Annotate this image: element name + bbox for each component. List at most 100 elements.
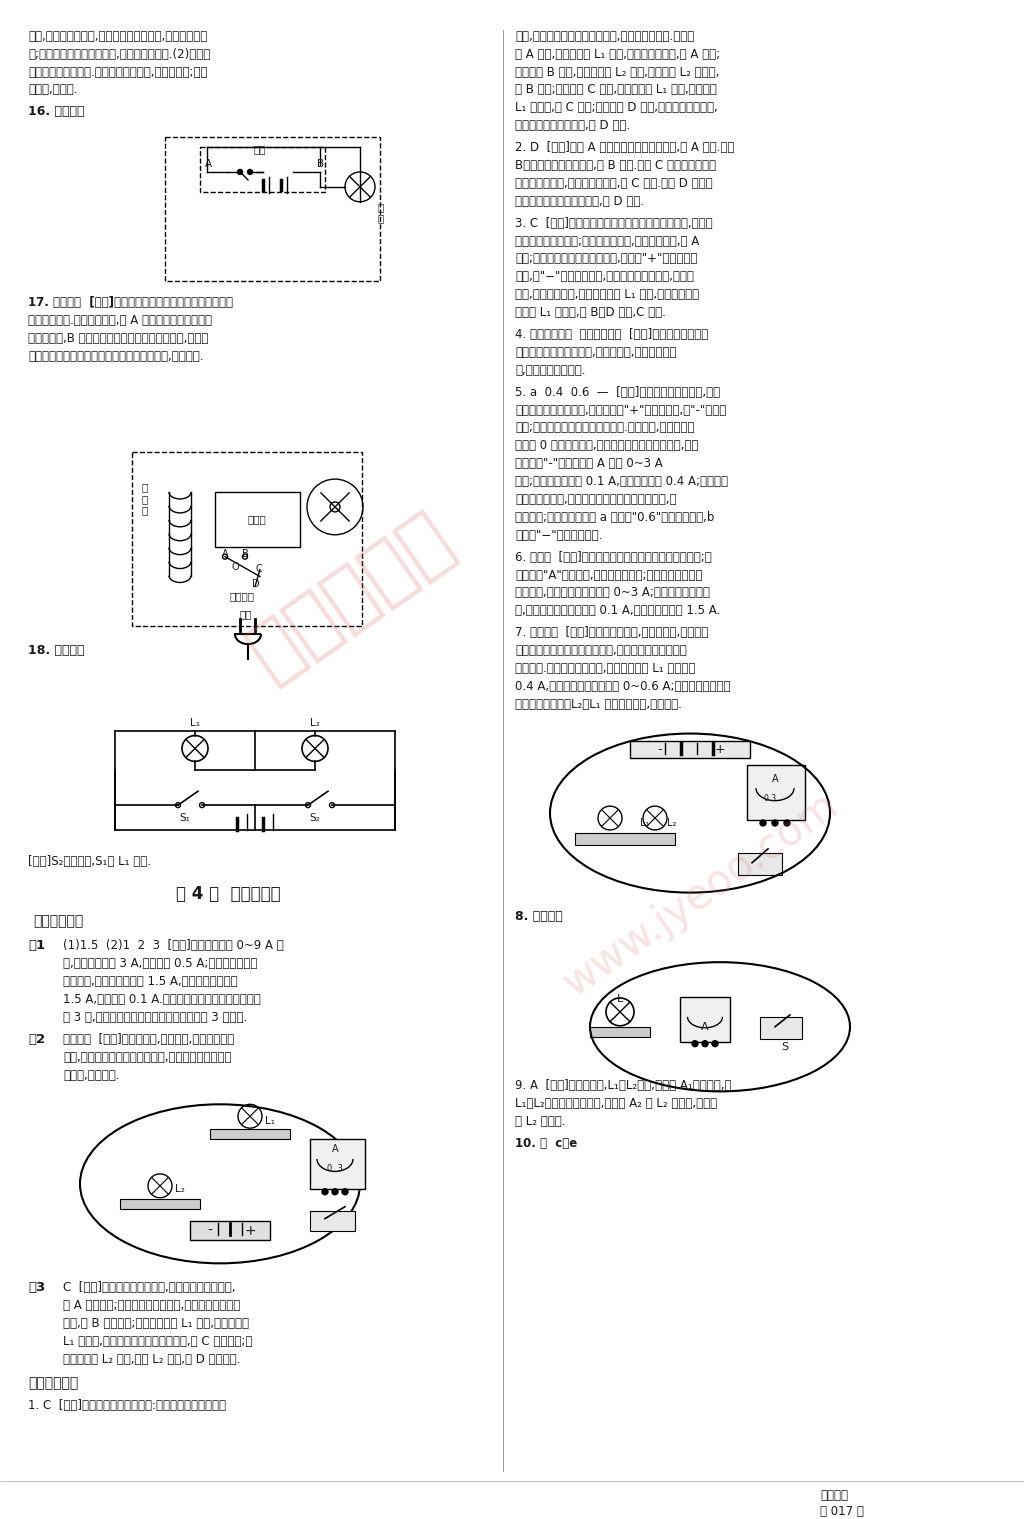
Text: C  [解析]电流表串联在干路中,测量电路中的总电流,: C [解析]电流表串联在干路中,测量电路中的总电流, (63, 1281, 236, 1294)
Text: L₂: L₂ (667, 819, 677, 828)
Text: L₂: L₂ (175, 1183, 185, 1194)
Text: +: + (244, 1223, 256, 1238)
Text: 10. 甲  c、e: 10. 甲 c、e (515, 1138, 578, 1150)
Text: A: A (332, 1144, 338, 1154)
Text: C: C (255, 564, 262, 574)
Text: 0.4 A,所以电流表的量程选择 0~0.6 A;从电源正极依次串: 0.4 A,所以电流表的量程选择 0~0.6 A;从电源正极依次串 (515, 681, 730, 693)
Text: O: O (232, 562, 240, 571)
Text: 过 L₂ 的电流.: 过 L₂ 的电流. (515, 1115, 565, 1129)
Text: 没电了,换电池.: 没电了,换电池. (28, 84, 78, 97)
Bar (310, 1211, 355, 1230)
Text: 【分级突破】: 【分级突破】 (28, 1376, 78, 1391)
Circle shape (772, 820, 778, 826)
Text: L₁: L₁ (190, 717, 200, 728)
Text: 16. 如图所示: 16. 如图所示 (28, 105, 85, 118)
Text: A: A (222, 548, 228, 559)
Text: 电路,电流表测通过两灯的总电流,说明开关和电流表位: 电路,电流表测通过两灯的总电流,说明开关和电流表位 (63, 1051, 231, 1063)
Text: 的 3 倍,所以大量程与小量程对应的数值也是 3 倍关系.: 的 3 倍,所以大量程与小量程对应的数值也是 3 倍关系. (63, 1010, 247, 1024)
Bar (215, 492, 300, 547)
Text: 0  3: 0 3 (327, 1165, 343, 1173)
Bar (120, 1198, 200, 1209)
Text: 值,电流表使用的分度值为 0.1 A,电流表的示数为 1.5 A.: 值,电流表使用的分度值为 0.1 A,电流表的示数为 1.5 A. (515, 605, 720, 617)
Text: 于干路,如图所示.: 于干路,如图所示. (63, 1068, 120, 1082)
Circle shape (702, 1041, 708, 1047)
Text: 18. 如图所示: 18. 如图所示 (28, 644, 85, 658)
Text: www.jyeoo.com: www.jyeoo.com (555, 784, 845, 1006)
Text: 3. C  [解析]两灯泡首尾顺次连接的电路为串联电路,并列连: 3. C [解析]两灯泡首尾顺次连接的电路为串联电路,并列连 (515, 217, 713, 229)
Text: 电
热
丝: 电 热 丝 (142, 482, 148, 515)
Circle shape (784, 820, 790, 826)
Text: 使电流表与用电器串联,电流必须从"+"接线柱流入,从"-"接线柱: 使电流表与用电器串联,电流必须从"+"接线柱流入,从"-"接线柱 (515, 404, 726, 416)
Text: 测流过两灯的电流之和,故 D 错误.: 测流过两灯的电流之和,故 D 错误. (515, 120, 630, 132)
Text: S₁: S₁ (179, 813, 190, 823)
Bar (575, 832, 675, 845)
Bar (738, 852, 782, 875)
Text: 体情况选择具体方案.电路中的导线断了,换导线即可;电池: 体情况选择具体方案.电路中的导线断了,换导线即可;电池 (28, 65, 208, 79)
Text: 精英家教网: 精英家教网 (234, 500, 465, 693)
Text: 确并且符合题意,需要交换接入电流表的接线柱正,据: 确并且符合题意,需要交换接入电流表的接线柱正,据 (515, 494, 677, 506)
Text: 房
间: 房 间 (377, 202, 383, 223)
Text: 程,一个大格代表 3 A,分度值是 0.5 A;两个量程测量同: 程,一个大格代表 3 A,分度值是 0.5 A;两个量程测量同 (63, 957, 257, 971)
Text: 第 4 节  电流的测量: 第 4 节 电流的测量 (176, 884, 281, 902)
Text: -: - (657, 743, 663, 756)
Bar (680, 996, 730, 1042)
Text: 选择开关: 选择开关 (230, 591, 255, 602)
Text: A: A (772, 775, 778, 784)
Bar (590, 1027, 650, 1036)
Text: 量程;对应的分度值是 0.1 A,此时的示数是 0.4 A;为测量正: 量程;对应的分度值是 0.1 A,此时的示数是 0.4 A;为测量正 (515, 475, 728, 488)
Text: 插头: 插头 (240, 609, 253, 620)
Text: L₂: L₂ (310, 717, 319, 728)
Circle shape (760, 820, 766, 826)
Text: 表,这是绝对不允许的.: 表,这是绝对不允许的. (515, 363, 586, 377)
Circle shape (712, 1041, 718, 1047)
Text: 接线柱相连,B 接线柱与电动机的一个接线柱相连,并将电: 接线柱相连,B 接线柱与电动机的一个接线柱相连,并将电 (28, 333, 208, 345)
Text: 由电路图 B 可知,电流表与灯 L₂ 串联,测通过灯 L₂ 的电流,: 由电路图 B 可知,电流表与灯 L₂ 串联,测通过灯 L₂ 的电流, (515, 65, 720, 79)
Text: 1. C  [解析]电流表的正确使用规则:电流表要与被测用电器: 1. C [解析]电流表的正确使用规则:电流表要与被测用电器 (28, 1399, 226, 1411)
Text: 故 A 选项错误;电流表串联在干路中,并且正、负接线柱: 故 A 选项错误;电流表串联在干路中,并且正、负接线柱 (63, 1299, 241, 1312)
Circle shape (342, 1189, 348, 1195)
Text: 接小量程;所以需要将导线 a 与标有"0.6"的接线柱相连,b: 接小量程;所以需要将导线 a 与标有"0.6"的接线柱相连,b (515, 510, 715, 524)
Text: 8. 如图所示: 8. 如图所示 (515, 910, 563, 924)
Text: 联各元件.因为两个灯泡串联,并且通过灯泡 L₁ 的电流约: 联各元件.因为两个灯泡串联,并且通过灯泡 L₁ 的电流约 (515, 662, 695, 674)
Text: 例2: 例2 (28, 1033, 45, 1045)
Bar (746, 766, 805, 820)
Text: 九年级上: 九年级上 (820, 1489, 848, 1502)
Text: B: B (242, 548, 249, 559)
Text: 表的连接完全符合使用规则,故 D 正确.: 表的连接完全符合使用规则,故 D 正确. (515, 194, 644, 208)
Text: 例3: 例3 (28, 1281, 45, 1294)
Text: 是电流从"-"接线柱流入 A 进入 0~3 A: 是电流从"-"接线柱流入 A 进入 0~3 A (515, 457, 663, 471)
Text: A: A (205, 159, 212, 169)
Text: 电路电流的特点确定仪表的量程,然后从电源正极依次串: 电路电流的特点确定仪表的量程,然后从电源正极依次串 (515, 644, 687, 658)
Text: 表盘上的"A"标志可知,这是一个电流表;根据接线柱确定仪: 表盘上的"A"标志可知,这是一个电流表;根据接线柱确定仪 (515, 568, 702, 582)
Text: 接的电路为并联电路;两灯泡并列连接,故两灯泡并联,故 A: 接的电路为并联电路;两灯泡并列连接,故两灯泡并联,故 A (515, 234, 699, 248)
Text: 【典型考题】: 【典型考题】 (33, 914, 83, 928)
Bar (210, 1129, 290, 1139)
Text: -: - (208, 1223, 212, 1238)
Bar (760, 1016, 802, 1039)
Text: 7. 见解析图  [解析]根据电路图可知,两灯泡串联,根据串联: 7. 见解析图 [解析]根据电路图可知,两灯泡串联,根据串联 (515, 626, 709, 639)
Text: 0 3: 0 3 (764, 793, 776, 802)
Text: 偏向了 0 刻度线的左侧,原因是正、负接线柱接反了,也就: 偏向了 0 刻度线的左侧,原因是正、负接线柱接反了,也就 (515, 439, 698, 453)
Text: 17. 见解析图  [解析]根据电路图中各元件的位置和连接方式: 17. 见解析图 [解析]根据电路图中各元件的位置和连接方式 (28, 296, 233, 310)
Bar (190, 1221, 270, 1241)
Text: 表的量程,电流表选择的量程是 0~3 A;根据量程确定分度: 表的量程,电流表选择的量程是 0~3 A;根据量程确定分度 (515, 586, 710, 600)
Circle shape (238, 170, 243, 175)
Text: (1)1.5  (2)1  2  3  [解析]大量程使用的 0~9 A 量: (1)1.5 (2)1 2 3 [解析]大量程使用的 0~9 A 量 (63, 939, 284, 952)
Text: 干路,控制整个电路,电流表和灯泡 L₁ 串联,因此它测量的: 干路,控制整个电路,电流表和灯泡 L₁ 串联,因此它测量的 (515, 289, 699, 301)
Text: L₁: L₁ (265, 1116, 275, 1126)
Text: － 017 －: － 017 － (820, 1505, 864, 1517)
Text: A: A (701, 1022, 709, 1031)
Bar (310, 1139, 365, 1189)
Text: 房门: 房门 (254, 144, 266, 153)
Text: 电动机: 电动机 (248, 513, 266, 524)
Text: 流表与灯泡 L₂ 并联,灯泡 L₂ 短路,故 D 选项错误.: 流表与灯泡 L₂ 并联,灯泡 L₂ 短路,故 D 选项错误. (63, 1353, 241, 1366)
Text: 与标有"−"的接线柱相连.: 与标有"−"的接线柱相连. (515, 529, 602, 542)
Text: 1.5 A,分度值是 0.1 A.大量程的分度值是小量程分度值: 1.5 A,分度值是 0.1 A.大量程的分度值是小量程分度值 (63, 993, 261, 1006)
Text: 联开关、电流表、L₂、L₁ 回到电源负极,如图所示.: 联开关、电流表、L₂、L₁ 回到电源负极,如图所示. (515, 697, 682, 711)
Text: L₁: L₁ (640, 819, 649, 828)
Text: 动机的另一接线柱与电热丝的上方接线柱相连,如图所示.: 动机的另一接线柱与电热丝的上方接线柱相连,如图所示. (28, 349, 204, 363)
Text: B: B (317, 159, 325, 169)
Text: 5. a  0.4  0.6  —  [解析]电流表测电流大小时,必须: 5. a 0.4 0.6 — [解析]电流表测电流大小时,必须 (515, 386, 720, 398)
Text: 6. 见解析  [解析]根据仪表上表示的单位确定仪表的种类;由: 6. 见解析 [解析]根据仪表上表示的单位确定仪表的种类;由 (515, 551, 712, 564)
Text: D: D (252, 579, 260, 589)
